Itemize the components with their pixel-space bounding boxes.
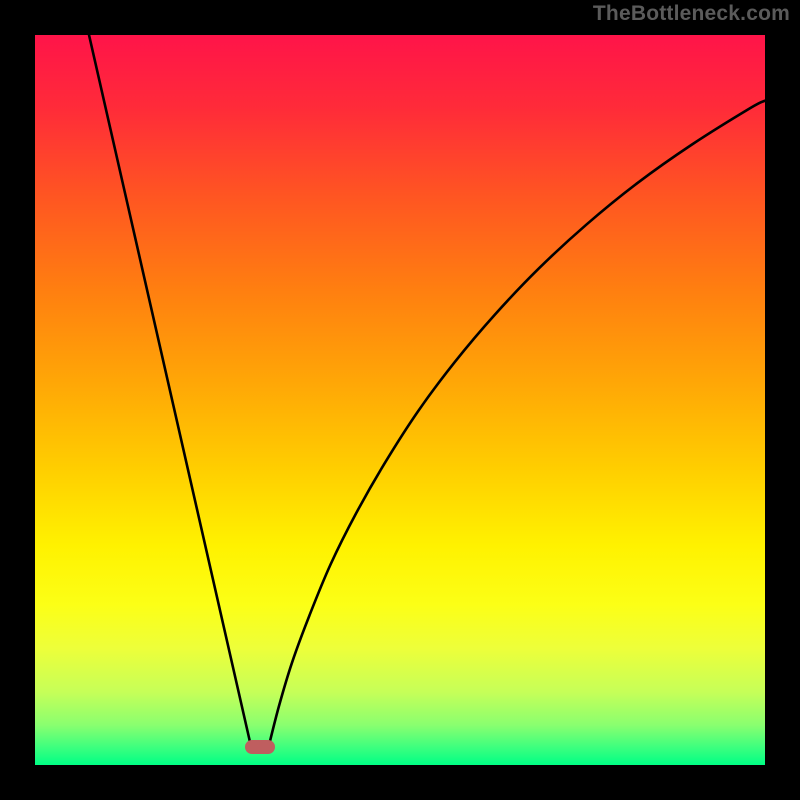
gradient-background — [35, 35, 765, 765]
minimum-marker — [245, 740, 275, 754]
plot-area — [35, 35, 765, 765]
attribution-text: TheBottleneck.com — [593, 2, 790, 26]
plot-svg — [35, 35, 765, 765]
chart-frame: TheBottleneck.com — [0, 0, 800, 800]
